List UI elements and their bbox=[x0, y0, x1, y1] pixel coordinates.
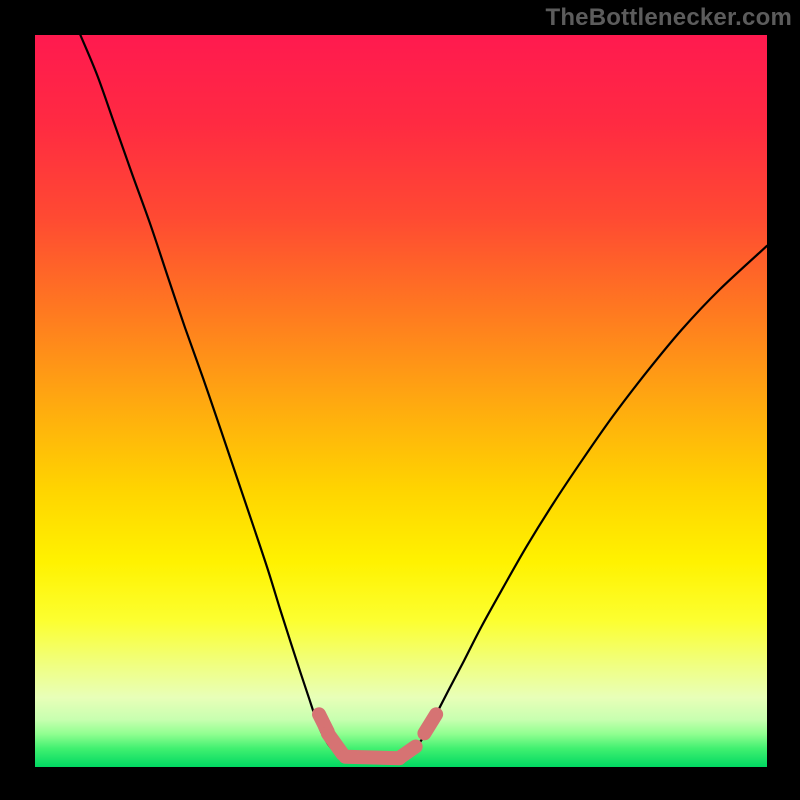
trough-marker-4 bbox=[424, 714, 436, 733]
stage: TheBottlenecker.com bbox=[0, 0, 800, 800]
plot-background bbox=[35, 35, 767, 767]
trough-marker-2 bbox=[345, 757, 399, 758]
watermark-label: TheBottlenecker.com bbox=[545, 4, 792, 32]
trough-marker-3 bbox=[401, 747, 416, 757]
chart-canvas bbox=[0, 0, 800, 800]
